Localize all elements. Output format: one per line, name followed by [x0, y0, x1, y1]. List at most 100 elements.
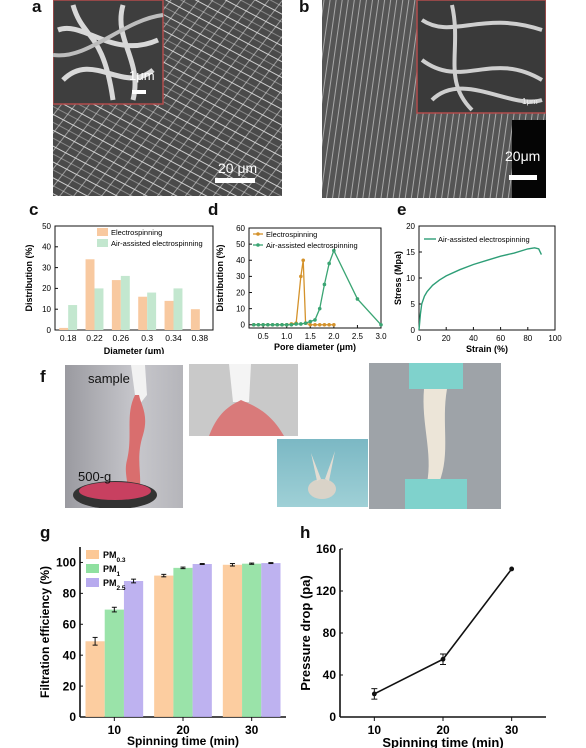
- x-tick-label: 1.0: [281, 332, 293, 341]
- x-tick-label: 20: [442, 334, 451, 343]
- y-tick-label: 40: [42, 243, 51, 252]
- y-tick-label: 10: [236, 304, 245, 313]
- x-tick-label: 3.0: [375, 332, 387, 341]
- data-point: [299, 274, 303, 279]
- chart-e-stress-strain: 0 5 10 15 20 0 20 40 60 80 100 Air-assisted electro…: [393, 222, 562, 354]
- y-tick-label: 40: [323, 668, 337, 682]
- legend-label: Electrospinning: [111, 228, 162, 237]
- data-point: [327, 322, 331, 327]
- y-axis-label: Distribution (%): [24, 245, 34, 312]
- legend-swatch: [97, 239, 108, 247]
- data-point: [313, 318, 317, 322]
- data-point: [440, 656, 446, 662]
- x-tick-label: 0.38: [192, 333, 209, 343]
- photo-weight-test: sample 500-g: [65, 365, 183, 508]
- y-tick-label: 80: [63, 587, 77, 601]
- data-point: [313, 322, 317, 327]
- data-point: [322, 282, 327, 287]
- y-tick-label: 20: [236, 288, 245, 297]
- legend-label: Electrospinning: [266, 230, 317, 239]
- panel-label-f: f: [40, 367, 46, 386]
- y-tick-label: 60: [63, 617, 77, 631]
- bar: [164, 300, 174, 330]
- chart-d-pore-distribution: 0 10 20 30 40 50 60 0.5 1.0 1.5 2.0 2.5 3.0 Electrosp…: [215, 224, 387, 352]
- legend-swatch: [86, 564, 99, 573]
- bar: [68, 305, 78, 330]
- bar: [59, 327, 69, 330]
- y-tick-label: 0: [329, 710, 336, 724]
- panel-label-e: e: [397, 200, 407, 219]
- data-point: [332, 322, 336, 327]
- series-line: [253, 260, 334, 326]
- inset-scale-label-a: 1μm: [129, 68, 155, 83]
- legend-marker: [256, 232, 260, 236]
- y-tick-label: 0: [69, 710, 76, 724]
- data-point: [332, 248, 336, 253]
- series-line: [373, 568, 513, 695]
- x-tick-label: 0.22: [86, 333, 103, 343]
- legend-swatch: [97, 228, 108, 236]
- scale-label-a: 20 μm: [218, 160, 258, 176]
- photo-label-weight: 500-g: [78, 469, 112, 484]
- sem-image-air-assisted: 20μm 1μm: [322, 0, 546, 198]
- x-tick-label: 0.18: [60, 333, 77, 343]
- photo-knot-drawing: [209, 364, 284, 436]
- bar: [111, 280, 121, 330]
- y-axis-label: Filtration efficiency (%): [40, 566, 52, 698]
- data-point: [355, 297, 360, 301]
- sem-fibers-b: [322, 0, 546, 198]
- bar: [120, 275, 130, 330]
- bar: [173, 567, 193, 717]
- panel-label-b: b: [299, 0, 310, 16]
- legend-label: Air-assisted electrospinning: [438, 235, 530, 244]
- data-point: [256, 322, 261, 327]
- y-tick-label: 10: [406, 274, 415, 283]
- x-tick-label: 40: [469, 334, 478, 343]
- y-axis-label: Pressure drop (pa): [300, 575, 313, 691]
- x-tick-label: 20: [176, 723, 190, 737]
- legend-swatch: [86, 550, 99, 559]
- y-tick-label: 160: [316, 542, 336, 556]
- sem-fibers-a: [53, 0, 282, 196]
- x-tick-label: 2.0: [328, 332, 340, 341]
- photo-knot-closeup: [189, 364, 298, 436]
- data-point: [379, 322, 383, 327]
- data-point: [294, 322, 298, 326]
- photo-folded-rabbit: [277, 439, 368, 507]
- x-tick-label: 0.26: [113, 333, 130, 343]
- bar: [147, 292, 157, 330]
- panel-label-c: c: [29, 200, 39, 219]
- chart-c-diameter-distribution: 0 10 20 30 40 50 0.18 0.22 0.26 0.3 0.34 0.38 Electr…: [24, 222, 214, 354]
- inset-scale-label-b: 1μm: [522, 97, 538, 106]
- x-tick-label: 30: [245, 723, 259, 737]
- bar: [154, 575, 174, 717]
- data-point: [371, 691, 377, 697]
- data-point: [280, 322, 284, 327]
- scale-label-b: 20μm: [505, 148, 541, 164]
- photo-tensile-drawing: [405, 363, 467, 509]
- y-tick-label: 0: [47, 326, 52, 335]
- y-tick-label: 30: [42, 263, 51, 272]
- y-tick-label: 20: [42, 284, 51, 293]
- x-tick-label: 0.34: [165, 333, 182, 343]
- panel-label-g: g: [40, 523, 51, 542]
- bar: [85, 641, 105, 717]
- y-tick-label: 5: [411, 300, 416, 309]
- plot-frame: [248, 227, 382, 329]
- panel-label-a: a: [32, 0, 42, 16]
- series-line: [418, 247, 543, 331]
- bar: [192, 564, 212, 717]
- legend-label: Air-assisted electrospinning: [266, 241, 358, 250]
- x-axis-label: Diameter (μm): [104, 346, 165, 354]
- y-tick-label: 15: [406, 248, 415, 257]
- y-tick-label: 30: [236, 272, 245, 281]
- data-point: [261, 322, 265, 327]
- y-tick-label: 0: [241, 321, 246, 330]
- y-tick-label: 50: [42, 222, 51, 231]
- bar: [85, 259, 95, 330]
- data-point: [327, 261, 331, 266]
- legend-label: PM0.3: [103, 550, 126, 564]
- data-point: [509, 566, 515, 572]
- y-axis-label: Stress (Mpa): [393, 251, 403, 305]
